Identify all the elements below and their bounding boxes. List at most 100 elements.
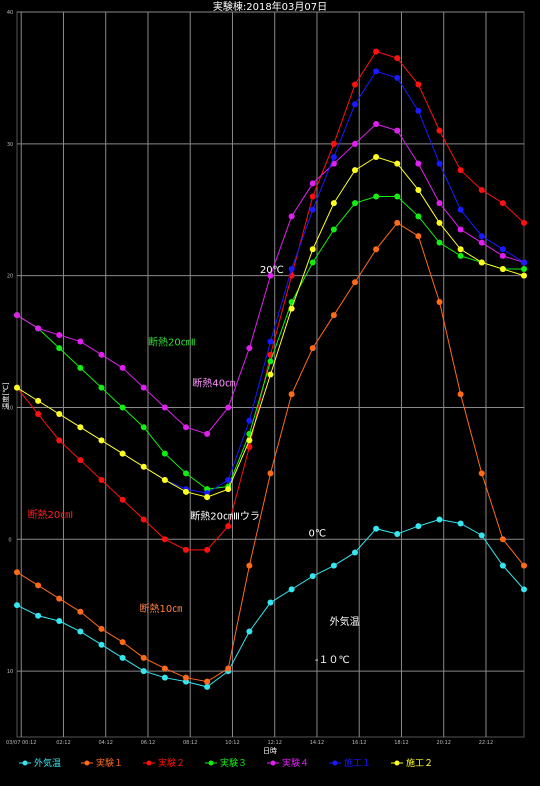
data-point <box>436 299 443 305</box>
data-point <box>478 186 485 193</box>
data-point <box>56 331 63 338</box>
data-point <box>56 345 63 352</box>
data-point <box>309 345 316 352</box>
data-point <box>436 516 443 523</box>
data-point <box>98 351 105 358</box>
x-tick-label: 14:12 <box>310 740 324 746</box>
data-point <box>521 586 527 593</box>
data-point <box>352 81 358 88</box>
data-point <box>161 476 168 483</box>
data-point <box>457 167 464 174</box>
data-point <box>77 628 84 635</box>
data-point <box>161 665 168 672</box>
data-point <box>119 654 126 661</box>
y-tick-label: 30 <box>7 142 13 148</box>
data-point <box>56 411 63 418</box>
data-point <box>415 186 422 193</box>
data-point <box>436 200 443 207</box>
data-point <box>436 160 443 167</box>
data-point <box>330 200 337 207</box>
legend-item: 実験１ <box>96 757 123 769</box>
data-point <box>394 55 401 62</box>
data-point <box>14 569 20 576</box>
x-tick-label: 10:12 <box>225 740 239 746</box>
data-point <box>77 424 84 431</box>
series-line-7 <box>16 156 525 498</box>
x-tick-label: 08:12 <box>183 740 197 746</box>
data-point <box>415 160 422 167</box>
data-point <box>288 213 295 220</box>
data-point <box>457 252 464 259</box>
data-point <box>478 259 485 266</box>
data-point <box>288 391 295 398</box>
legend-item: 施工１ <box>344 757 371 769</box>
data-point <box>161 450 168 457</box>
data-point <box>373 68 380 75</box>
data-point <box>415 81 422 88</box>
data-point <box>499 252 506 259</box>
data-point <box>35 411 42 418</box>
data-point <box>457 226 464 233</box>
legend-item: 実験２ <box>158 757 185 769</box>
x-tick-label: 03/07 00:12 <box>6 740 36 746</box>
data-point <box>330 160 337 167</box>
data-point <box>161 404 168 411</box>
data-point <box>288 305 295 312</box>
data-point <box>77 364 84 371</box>
data-point <box>267 272 274 279</box>
y-tick-label: 20 <box>7 274 13 280</box>
x-tick-label: 06:12 <box>141 740 155 746</box>
data-point <box>77 457 84 464</box>
data-point <box>119 404 126 411</box>
data-point <box>140 384 147 391</box>
data-point <box>267 358 274 365</box>
data-point <box>478 233 485 240</box>
legend-swatch-dot <box>270 760 276 766</box>
data-point <box>309 180 316 187</box>
data-point <box>98 437 105 444</box>
data-point <box>352 549 358 556</box>
x-axis-label: 日時 <box>263 747 277 755</box>
data-point <box>330 226 337 233</box>
data-point <box>457 520 464 527</box>
data-point <box>35 582 42 589</box>
annotation: 断熱20㎝Ⅱ <box>148 336 196 349</box>
data-point <box>309 206 316 213</box>
data-point <box>309 573 316 580</box>
data-point <box>140 424 147 431</box>
x-tick-label: 22:12 <box>479 740 493 746</box>
data-point <box>373 48 380 55</box>
data-point <box>267 599 274 606</box>
data-point <box>415 523 422 530</box>
data-point <box>161 536 168 543</box>
data-point <box>521 219 527 226</box>
data-point <box>394 160 401 167</box>
data-point <box>478 470 485 477</box>
annotation: 外気温 <box>330 615 360 628</box>
data-point <box>373 193 380 200</box>
data-point <box>457 206 464 213</box>
data-point <box>246 444 253 450</box>
data-point <box>415 233 422 240</box>
data-point <box>14 602 20 609</box>
legend-item: 実験３ <box>220 757 247 769</box>
data-point <box>499 536 506 543</box>
x-tick-label: 04:12 <box>99 740 113 746</box>
legend-swatch-dot <box>394 760 400 766</box>
data-point <box>267 338 274 345</box>
y-axis-label: 温度[℃] <box>1 382 10 410</box>
data-point <box>56 595 63 602</box>
annotation: 断熱10㎝ <box>140 602 183 615</box>
y-tick-label: 40 <box>7 10 13 16</box>
data-point <box>330 312 337 319</box>
data-point <box>56 618 63 624</box>
data-point <box>140 668 147 675</box>
data-point <box>457 246 464 253</box>
data-point <box>373 246 380 253</box>
data-point <box>204 494 211 501</box>
data-point <box>309 246 316 253</box>
data-point <box>246 437 253 444</box>
data-point <box>225 404 232 411</box>
data-point <box>98 625 105 632</box>
